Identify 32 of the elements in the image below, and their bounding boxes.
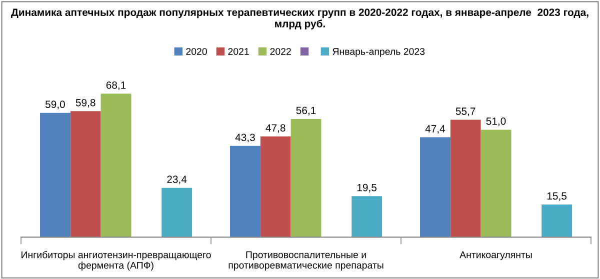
data-label: 56,1 [296,106,316,116]
data-label: 47,8 [266,124,286,133]
bar [70,111,101,238]
legend-label: Январь-апрель 2023 [332,48,425,57]
x-tick-label: Ингибиторы ангиотензин-превращающего фермента (АПФ) [22,251,211,271]
data-label: 59,8 [76,98,96,108]
data-label: 15,5 [547,192,566,201]
data-label: 51,0 [486,117,506,126]
bar [420,137,450,238]
bar [100,94,132,238]
x-tick-label: Противовоспалительные и противоревматические препараты [228,251,384,271]
data-label: 23,4 [167,176,187,184]
bar [260,136,291,238]
x-tick-label: Антикоагулянты [460,251,532,260]
legend-label: 2022 [270,48,291,55]
data-label: 19,5 [357,184,376,192]
legend-label: 2020 [186,48,207,55]
data-label: 43,3 [235,134,255,142]
data-label: 55,7 [456,108,476,116]
data-label: 59,0 [45,100,65,110]
bar [450,120,481,238]
bar [290,118,322,238]
bar [352,196,382,238]
legend-label: 2021 [228,48,249,55]
bar [162,188,192,238]
data-label: 68,1 [106,81,126,90]
bar [40,112,70,238]
chart-title: Динамика аптечных продаж популярных терапевтических групп в 2020-2022 годах, в январе-апреле 2023 года, млрд руб. [11,8,588,30]
bar [542,204,572,238]
bar [230,146,260,238]
bar [480,130,512,238]
data-label: 47,4 [425,125,446,134]
